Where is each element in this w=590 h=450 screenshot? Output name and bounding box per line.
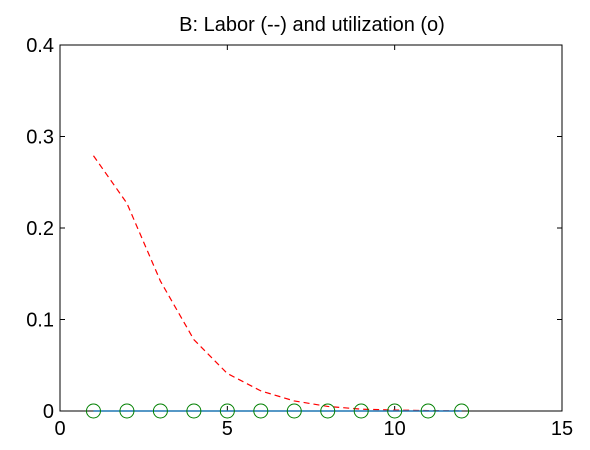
data-point bbox=[353, 403, 369, 419]
data-point bbox=[286, 403, 302, 419]
y-tick-label: 0 bbox=[43, 401, 54, 423]
y-tick-label: 0.4 bbox=[26, 35, 54, 57]
x-tick-label: 15 bbox=[551, 418, 573, 440]
y-tick-label: 0.2 bbox=[26, 218, 54, 240]
series-line bbox=[92, 155, 462, 412]
data-point bbox=[387, 403, 403, 419]
data-point bbox=[219, 403, 235, 419]
series-dashed-line bbox=[92, 155, 462, 412]
data-point bbox=[85, 403, 101, 419]
series-layer bbox=[85, 155, 470, 419]
data-point bbox=[454, 403, 470, 419]
y-tick-label: 0.3 bbox=[26, 127, 54, 149]
chart-title: B: Labor (--) and utilization (o) bbox=[179, 14, 445, 36]
data-point bbox=[186, 403, 202, 419]
x-tick-label: 5 bbox=[222, 418, 233, 440]
data-point bbox=[152, 403, 168, 419]
x-tick-label: 0 bbox=[54, 418, 65, 440]
data-point bbox=[253, 403, 269, 419]
data-point bbox=[420, 403, 436, 419]
axes-layer: 0 5 10 15 0 0.1 0.2 0.3 0.4 bbox=[26, 35, 573, 440]
series-circle-markers bbox=[85, 403, 470, 419]
data-point bbox=[119, 403, 135, 419]
x-tick-label: 10 bbox=[384, 418, 406, 440]
y-tick-label: 0.1 bbox=[26, 310, 54, 332]
plot-area bbox=[59, 44, 563, 412]
data-point bbox=[320, 403, 336, 419]
